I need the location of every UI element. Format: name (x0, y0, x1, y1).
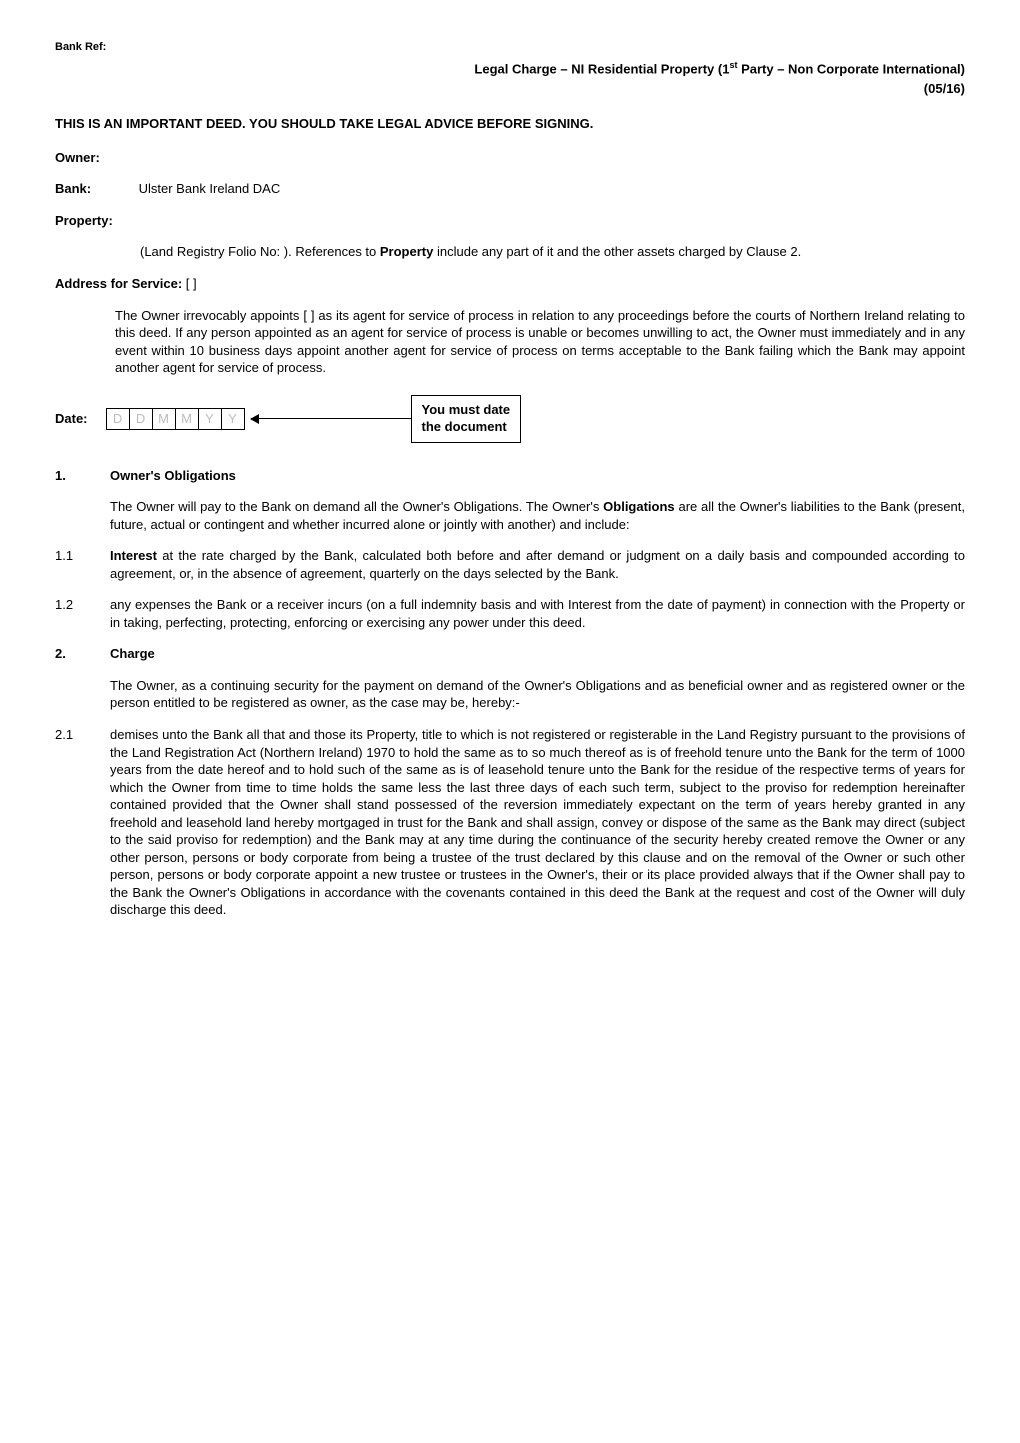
owner-label: Owner: (55, 149, 100, 167)
address-para: The Owner irrevocably appoints [ ] as it… (115, 307, 965, 377)
property-text-b: include any part of it and the other ass… (433, 244, 801, 259)
arrow-line (251, 418, 411, 419)
clause-1-1: 1.1 Interest at the rate charged by the … (55, 547, 965, 582)
date-callout: You must date the document (411, 395, 522, 443)
clause-1-1-body: Interest at the rate charged by the Bank… (110, 547, 965, 582)
callout-line1: You must date (422, 402, 511, 417)
doc-title-line1: Legal Charge – NI Residential Property (… (55, 59, 965, 78)
section-2-num: 2. (55, 645, 110, 663)
section-1-intro: The Owner will pay to the Bank on demand… (110, 498, 965, 533)
property-label: Property: (55, 212, 113, 230)
bank-label: Bank: (55, 180, 135, 198)
date-boxes[interactable]: D D M M Y Y (106, 408, 245, 430)
clause-1-2: 1.2 any expenses the Bank or a receiver … (55, 596, 965, 631)
date-cell-m1[interactable]: M (152, 408, 176, 430)
bank-value: Ulster Bank Ireland DAC (139, 181, 281, 196)
clause-2-1-body: demises unto the Bank all that and those… (110, 726, 965, 919)
owner-row: Owner: (55, 149, 965, 167)
date-cell-m2[interactable]: M (175, 408, 199, 430)
clause-1-1-text: at the rate charged by the Bank, calcula… (110, 548, 965, 581)
section-1-num: 1. (55, 467, 110, 485)
callout-line2: the document (422, 419, 507, 434)
bank-ref-label: Bank Ref: (55, 40, 965, 55)
section-2-intro: The Owner, as a continuing security for … (110, 677, 965, 712)
clause-2-1-num: 2.1 (55, 726, 110, 919)
section-2-header: 2. Charge (55, 645, 965, 663)
property-text-a: (Land Registry Folio No: ). References t… (140, 244, 380, 259)
property-bold: Property (380, 244, 433, 259)
date-label: Date: (55, 410, 88, 428)
section-1-head: Owner's Obligations (110, 467, 236, 485)
date-cell-y1[interactable]: Y (198, 408, 222, 430)
address-row: Address for Service: [ ] (55, 275, 965, 293)
address-label: Address for Service: (55, 275, 182, 293)
date-row: Date: D D M M Y Y You must date the docu… (55, 395, 965, 443)
date-cell-y2[interactable]: Y (221, 408, 245, 430)
property-row: Property: (55, 212, 965, 230)
section-2-head: Charge (110, 645, 155, 663)
clause-1-2-num: 1.2 (55, 596, 110, 631)
address-value: [ ] (182, 276, 196, 291)
clause-1-2-body: any expenses the Bank or a receiver incu… (110, 596, 965, 631)
doc-title-line2: (05/16) (55, 80, 965, 98)
s1-intro-bold: Obligations (603, 499, 675, 514)
important-notice: THIS IS AN IMPORTANT DEED. YOU SHOULD TA… (55, 115, 965, 133)
clause-1-1-bold: Interest (110, 548, 157, 563)
section-1-header: 1. Owner's Obligations (55, 467, 965, 485)
clause-2-1: 2.1 demises unto the Bank all that and t… (55, 726, 965, 919)
date-cell-d1[interactable]: D (106, 408, 130, 430)
clause-1-1-num: 1.1 (55, 547, 110, 582)
arrow-head-icon (250, 414, 259, 424)
bank-row: Bank: Ulster Bank Ireland DAC (55, 180, 965, 198)
property-text: (Land Registry Folio No: ). References t… (140, 243, 965, 261)
date-cell-d2[interactable]: D (129, 408, 153, 430)
s1-intro-a: The Owner will pay to the Bank on demand… (110, 499, 603, 514)
